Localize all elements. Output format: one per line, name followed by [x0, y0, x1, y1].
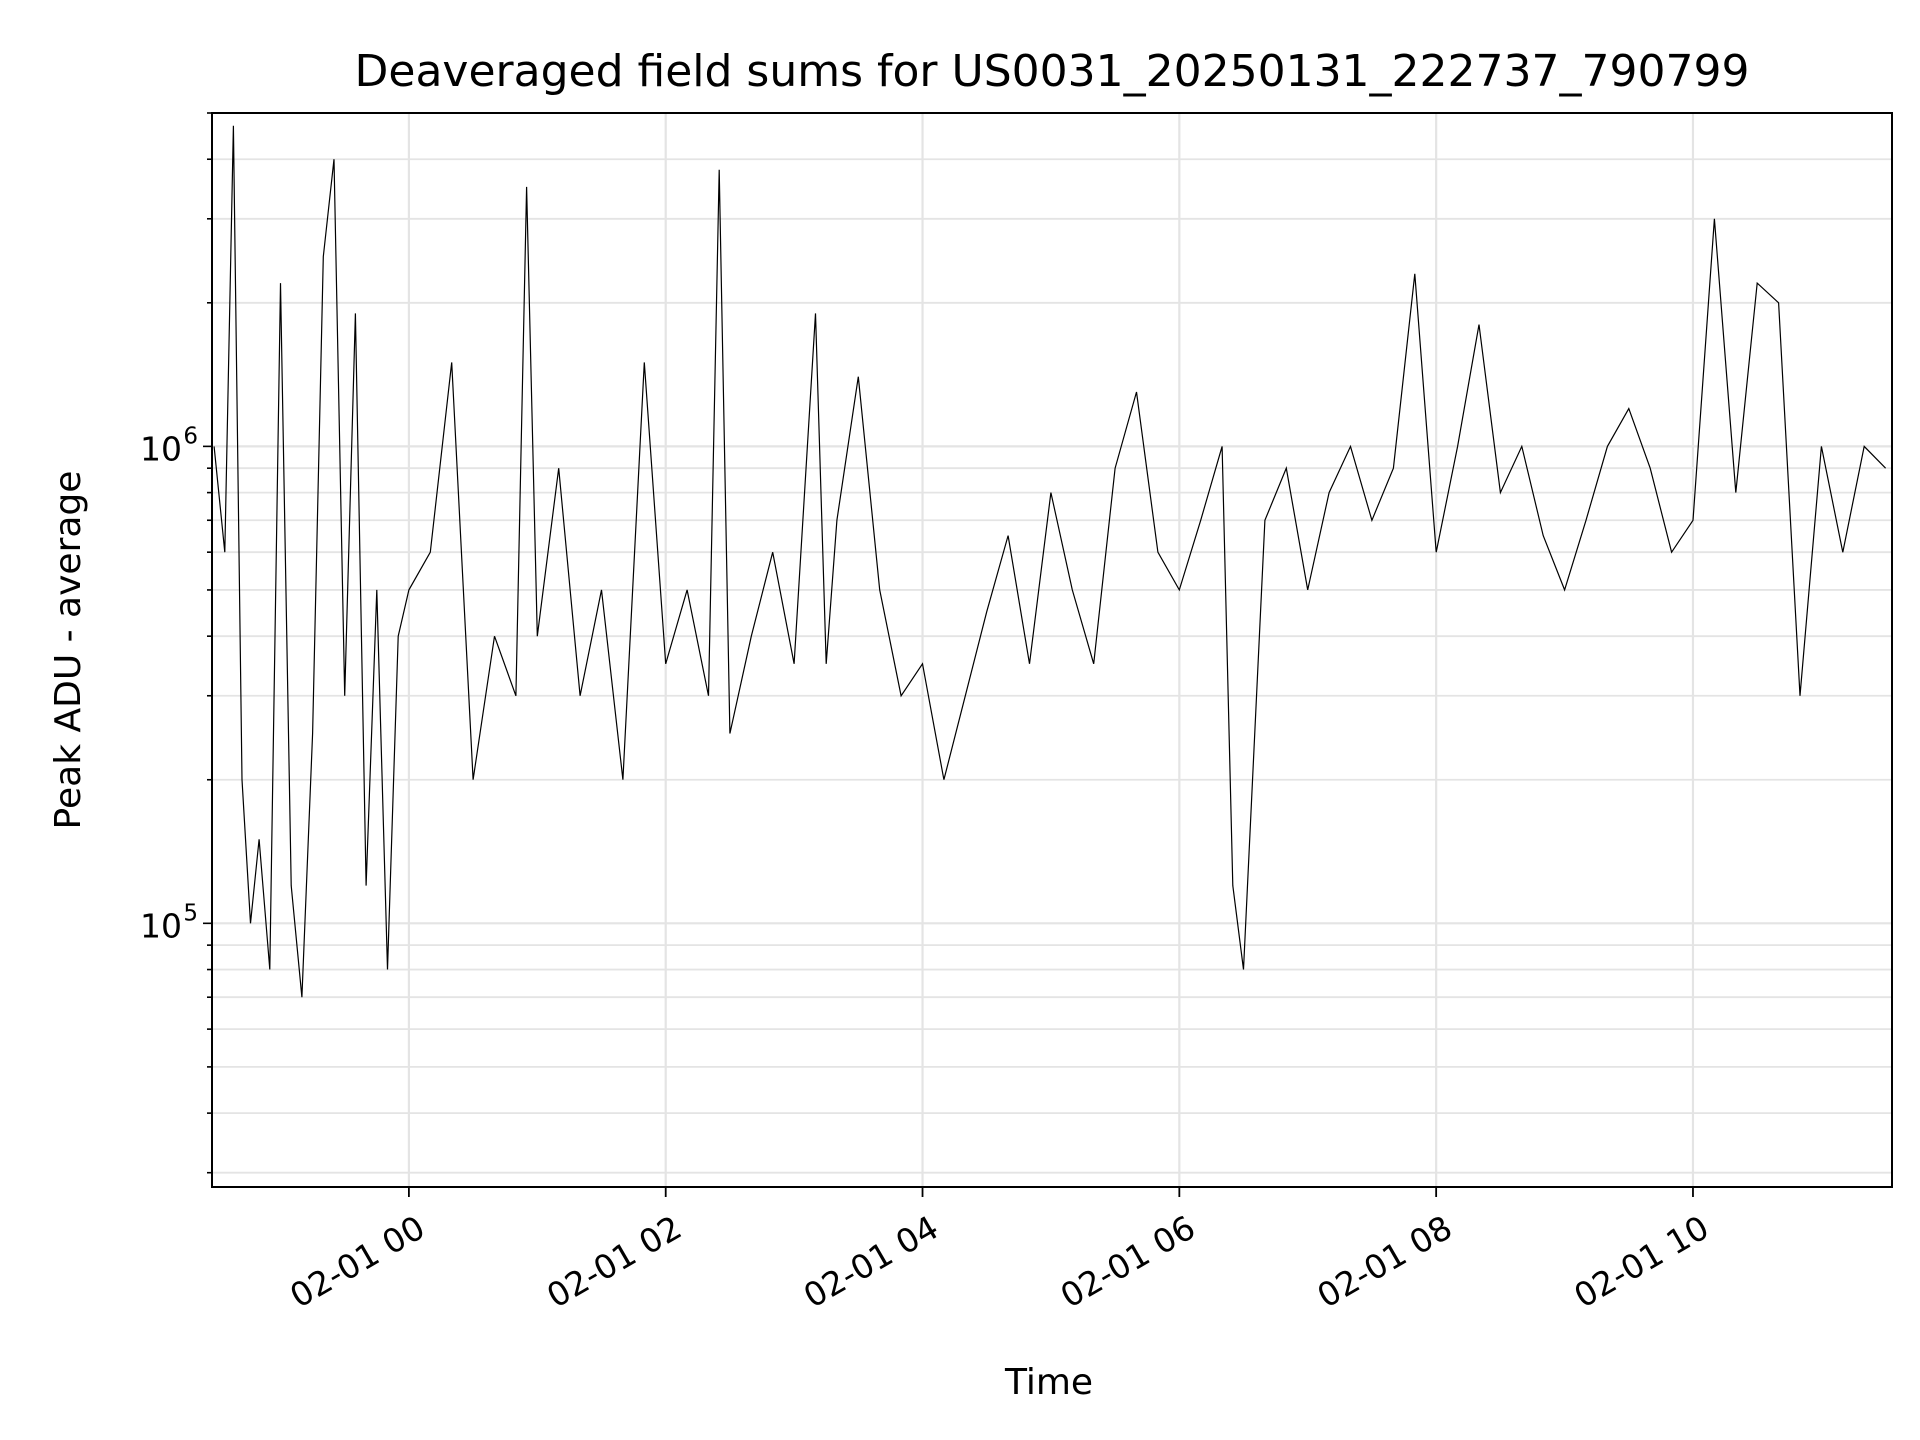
- x-axis-label: Time: [1004, 1362, 1093, 1403]
- y-axis-label: Peak ADU - average: [48, 471, 89, 830]
- y-tick-exponent: 6: [183, 423, 198, 449]
- y-tick-label: 10: [140, 906, 182, 945]
- series-line: [213, 125, 1887, 998]
- plot-frame: [211, 112, 1893, 1188]
- y-tick-exponent: 5: [183, 900, 198, 926]
- chart-title: Deaveraged field sums for US0031_2025013…: [355, 46, 1750, 97]
- data-area: [213, 125, 1887, 998]
- grid: [212, 112, 1892, 1187]
- y-tick-label: 10: [140, 429, 182, 468]
